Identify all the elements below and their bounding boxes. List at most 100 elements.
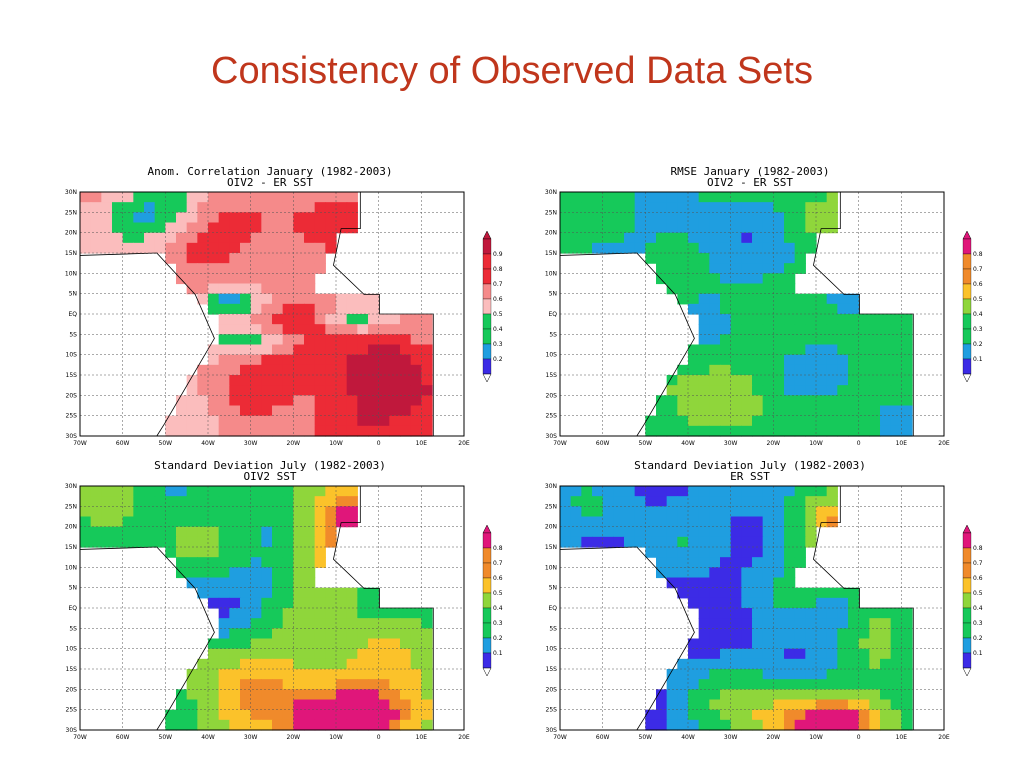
- field-cell: [784, 242, 796, 254]
- field-cell: [709, 506, 721, 518]
- field-cell: [741, 699, 753, 711]
- field-cell: [304, 618, 316, 629]
- field-cell: [261, 567, 273, 579]
- field-cell: [282, 283, 294, 295]
- field-cell: [346, 212, 358, 224]
- field-cell: [709, 709, 721, 721]
- field-cell: [794, 506, 806, 518]
- field-cell: [720, 405, 732, 417]
- field-cell: [826, 608, 838, 619]
- field-cell: [773, 577, 785, 589]
- field-cell: [624, 192, 636, 203]
- field-cell: [400, 638, 412, 650]
- field-cell: [410, 709, 422, 721]
- field-cell: [709, 628, 721, 640]
- field-cell: [602, 242, 614, 254]
- field-cell: [688, 273, 700, 285]
- field-cell: [325, 679, 337, 690]
- field-cell: [805, 303, 817, 315]
- field-cell: [784, 395, 796, 407]
- field-cell: [208, 344, 220, 356]
- field-cell: [698, 192, 710, 203]
- field-cell: [229, 212, 241, 224]
- field-cell: [773, 669, 785, 680]
- field-cell: [325, 364, 337, 376]
- colorbar-tick-label: 0.7: [493, 560, 503, 567]
- field-cell: [304, 669, 316, 680]
- colorbar-tick-label: 0.3: [493, 341, 503, 348]
- field-cell: [218, 658, 230, 670]
- field-cell: [282, 212, 294, 224]
- field-cell: [890, 628, 902, 640]
- field-cell: [666, 242, 678, 254]
- field-cell: [837, 293, 849, 305]
- field-cell: [197, 496, 209, 507]
- field-cell: [197, 263, 209, 274]
- field-cell: [805, 192, 817, 203]
- field-cell: [741, 719, 753, 731]
- field-cell: [773, 689, 785, 701]
- field-cell: [794, 375, 806, 386]
- field-cell: [741, 334, 753, 346]
- field-cell: [784, 638, 796, 650]
- colorbar-swatch: [962, 622, 972, 639]
- field-cell: [240, 293, 252, 305]
- field-cell: [613, 506, 625, 518]
- field-cell: [208, 283, 220, 295]
- field-cell: [624, 516, 636, 528]
- field-cell: [592, 212, 604, 224]
- field-cell: [250, 273, 262, 285]
- field-cell: [730, 577, 742, 589]
- field-cell: [250, 536, 262, 548]
- field-cell: [592, 222, 604, 234]
- field-cell: [730, 192, 742, 203]
- field-cell: [293, 506, 305, 518]
- field-cell: [730, 547, 742, 558]
- field-cell: [272, 526, 284, 538]
- field-cell: [794, 648, 806, 660]
- field-cell: [784, 547, 796, 558]
- field-cell: [314, 232, 326, 244]
- field-cell: [698, 375, 710, 386]
- field-cell: [698, 314, 710, 325]
- field-cell: [378, 689, 390, 701]
- x-tick-label: 10W: [809, 440, 823, 446]
- field-cell: [794, 669, 806, 680]
- colorbar-swatch: [482, 652, 492, 669]
- field-cell: [378, 375, 390, 386]
- field-cell: [304, 547, 316, 558]
- y-tick-label: 25S: [546, 707, 558, 714]
- field-cell: [688, 212, 700, 224]
- field-cell: [389, 314, 401, 325]
- field-cell: [378, 719, 390, 731]
- field-cell: [826, 222, 838, 234]
- field-cell: [154, 202, 166, 213]
- field-cell: [176, 496, 188, 507]
- field-cell: [261, 202, 273, 213]
- field-cell: [826, 405, 838, 417]
- field-cell: [730, 699, 742, 711]
- field-cell: [837, 608, 849, 619]
- field-cell: [762, 192, 774, 203]
- y-tick-label: 20N: [65, 230, 77, 237]
- x-tick-label: 20W: [767, 734, 781, 740]
- field-cell: [858, 324, 870, 335]
- field-cell: [112, 486, 124, 497]
- field-cell: [677, 719, 689, 731]
- field-cell: [282, 699, 294, 711]
- field-cell: [208, 273, 220, 285]
- field-cell: [250, 283, 262, 295]
- field-layer: [80, 486, 433, 731]
- x-tick-label: 20W: [287, 734, 301, 740]
- field-cell: [570, 242, 582, 254]
- field-cell: [336, 709, 348, 721]
- field-cell: [325, 516, 337, 528]
- field-cell: [805, 202, 817, 213]
- field-cell: [112, 232, 124, 244]
- field-cell: [197, 547, 209, 558]
- field-cell: [357, 689, 369, 701]
- field-cell: [272, 709, 284, 721]
- field-cell: [133, 222, 145, 234]
- field-cell: [890, 364, 902, 376]
- field-cell: [688, 283, 700, 295]
